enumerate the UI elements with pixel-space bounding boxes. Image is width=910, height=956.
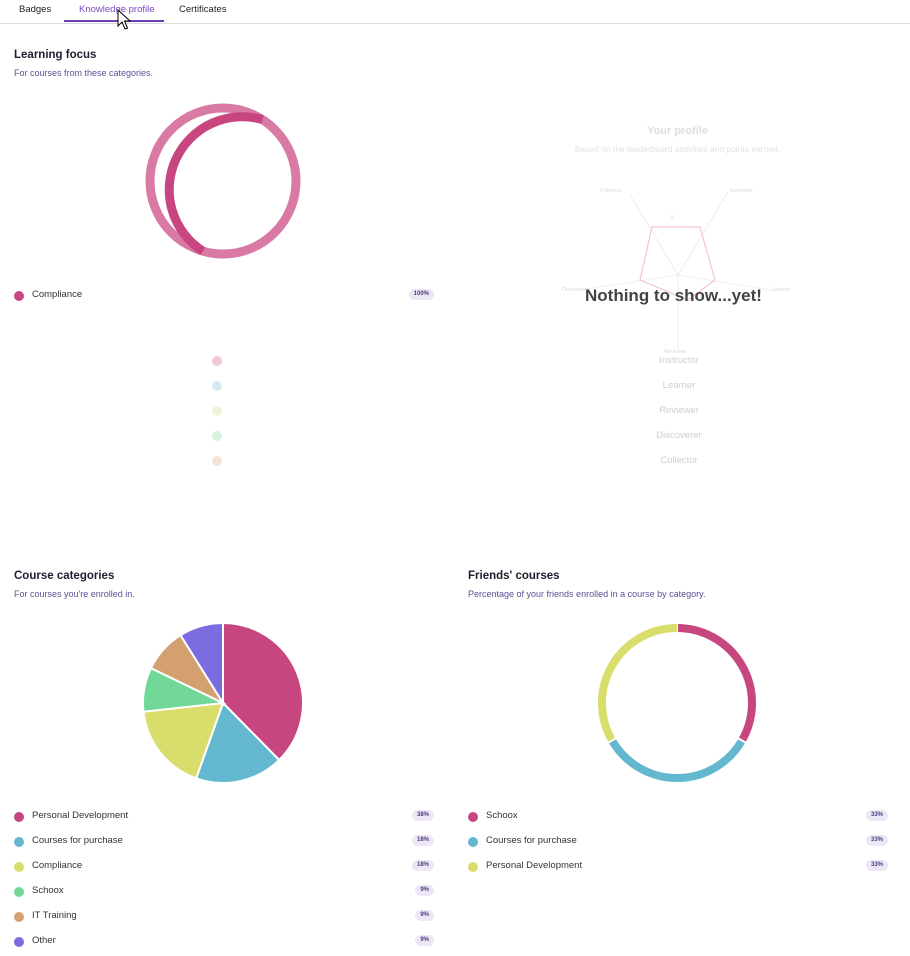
radar-axis-label: Learner: [772, 287, 791, 293]
friends-courses-title: Friends' courses: [468, 570, 560, 582]
radar-axis-label: Collector: [600, 188, 622, 194]
legend-item: Other 9%: [14, 935, 434, 949]
learning-focus-donut-chart: [145, 103, 301, 259]
course-categories-pie-chart: [142, 621, 304, 784]
legend-item: Personal Development 33%: [468, 860, 888, 874]
legend-label: Courses for purchase: [486, 835, 577, 846]
donut-segment-compliance: [164, 112, 264, 255]
course-categories-title: Course categories: [14, 570, 115, 582]
course-categories-subtitle: For courses you're enrolled in.: [14, 589, 135, 599]
legend-item: Schoox 33%: [468, 810, 888, 824]
legend-dot: [14, 837, 24, 847]
percentage-badge: 33%: [865, 810, 888, 821]
tab-certificates[interactable]: Certificates: [179, 4, 227, 15]
profile-legend-label: Instructor: [659, 355, 699, 366]
radar-axis-label: Instructor: [730, 188, 753, 194]
legend-dot: [14, 887, 24, 897]
legend-label: Compliance: [32, 860, 83, 871]
radar-shape: [639, 226, 716, 301]
donut-segment-compliance-highlight: [145, 103, 301, 259]
legend-label: Compliance: [32, 289, 83, 300]
legend-dot: [212, 356, 222, 366]
profile-legend-label: Reviewer: [659, 405, 699, 416]
legend-dot: [14, 862, 24, 872]
percentage-badge: 9%: [415, 935, 434, 946]
legend-label: Other: [32, 935, 56, 946]
legend-label: Schoox: [486, 810, 518, 821]
donut-segment-gap: [736, 736, 748, 745]
percentage-badge: 18%: [411, 835, 434, 846]
legend-label: Personal Development: [486, 860, 583, 871]
legend-label: Personal Development: [32, 810, 129, 821]
donut-segment-courses-for-purchase[interactable]: [608, 738, 746, 782]
legend-label: Schoox: [32, 885, 64, 896]
profile-legend-label: Learner: [662, 380, 696, 391]
legend-item: Schoox 9%: [14, 885, 434, 899]
profile-title: Your profile: [647, 125, 708, 137]
legend-item: Compliance 18%: [14, 860, 434, 874]
percentage-badge: 9%: [415, 885, 434, 896]
percentage-badge: 38%: [411, 810, 434, 821]
radar-axis-label: Reviewer: [664, 349, 687, 355]
legend-dot: [212, 456, 222, 466]
percentage-badge: 100%: [408, 289, 434, 300]
radar-scale-label: 5: [671, 215, 674, 221]
legend-item: Personal Development 38%: [14, 810, 434, 824]
tab-bar: Badges Knowledge profile Certificates: [0, 0, 910, 24]
radar-axis-label: Discoverer: [562, 287, 588, 293]
pie-slice-other[interactable]: [179, 621, 224, 707]
legend-label: Courses for purchase: [32, 835, 123, 846]
legend-dot: [212, 381, 222, 391]
legend-item: IT Training 9%: [14, 910, 434, 924]
pie-slice-personal-development[interactable]: [222, 621, 304, 762]
mouse-pointer-icon: [117, 9, 131, 30]
profile-legend-label: Discoverer: [656, 430, 702, 441]
legend-dot: [14, 937, 24, 947]
legend-dot: [212, 406, 222, 416]
active-tab-indicator: [64, 20, 164, 22]
learning-focus-title: Learning focus: [14, 49, 97, 61]
legend-dot: [468, 837, 478, 847]
percentage-badge: 18%: [411, 860, 434, 871]
legend-dot: [14, 912, 24, 922]
legend-dot: [14, 812, 24, 822]
donut-segment-personal-development[interactable]: [598, 624, 678, 743]
legend-dot: [14, 291, 24, 301]
donut-segment-gap: [606, 736, 618, 745]
pie-slice-compliance[interactable]: [142, 701, 225, 780]
legend-dot: [468, 812, 478, 822]
profile-radar-chart: Collector Instructor Learner Reviewer Di…: [562, 188, 791, 355]
friends-courses-donut-chart: [598, 622, 756, 782]
percentage-badge: 9%: [415, 910, 434, 921]
legend-item: Courses for purchase 33%: [468, 835, 888, 849]
profile-subtitle: Based on the leaderboard activities and …: [574, 144, 781, 154]
percentage-badge: 33%: [865, 835, 888, 846]
learning-focus-subtitle: For courses from these categories.: [14, 68, 154, 78]
tab-badges[interactable]: Badges: [19, 4, 52, 15]
legend-item: Courses for purchase 18%: [14, 835, 434, 849]
tab-knowledge-profile[interactable]: Knowledge profile: [79, 4, 155, 15]
legend-dot: [212, 431, 222, 441]
legend-label: IT Training: [32, 910, 77, 921]
legend-item: Compliance 100%: [14, 289, 434, 303]
donut-segment-schoox[interactable]: [676, 624, 756, 743]
legend-dot: [468, 862, 478, 872]
empty-state-message: Nothing to show...yet!: [585, 286, 762, 305]
percentage-badge: 33%: [865, 860, 888, 871]
profile-legend-label: Collector: [660, 455, 698, 466]
friends-courses-subtitle: Percentage of your friends enrolled in a…: [468, 589, 706, 599]
